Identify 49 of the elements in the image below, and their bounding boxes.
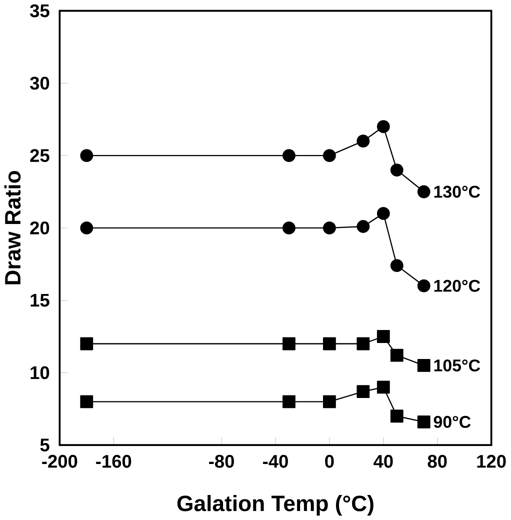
x-axis-title: Galation Temp (°C) bbox=[177, 495, 374, 516]
point bbox=[80, 149, 94, 162]
point bbox=[282, 337, 296, 350]
series-label: 120°C bbox=[434, 280, 480, 292]
y-tick-label: 20 bbox=[30, 221, 50, 234]
point bbox=[417, 185, 430, 198]
point bbox=[356, 134, 370, 148]
point bbox=[390, 164, 404, 176]
point bbox=[80, 337, 94, 350]
point bbox=[377, 207, 390, 220]
point bbox=[282, 149, 296, 162]
x-tick-label: 40 bbox=[374, 454, 393, 468]
series-label: 90°C bbox=[434, 416, 471, 428]
series-label: 130°C bbox=[434, 186, 480, 198]
x-tick-label: -40 bbox=[263, 454, 288, 468]
x-tick-label: -200 bbox=[42, 454, 78, 468]
point bbox=[323, 395, 336, 408]
point bbox=[377, 380, 390, 394]
point bbox=[356, 385, 370, 398]
x-tick-label: 0 bbox=[325, 454, 334, 468]
x-tick-label: 120 bbox=[477, 454, 506, 468]
point bbox=[417, 415, 430, 428]
point bbox=[323, 337, 336, 350]
point bbox=[390, 348, 404, 362]
point bbox=[80, 221, 94, 234]
point bbox=[390, 410, 404, 423]
point bbox=[80, 395, 94, 408]
point bbox=[356, 337, 370, 350]
point bbox=[282, 395, 296, 408]
y-tick-label: 25 bbox=[30, 149, 50, 162]
y-axis-title: Draw Ratio bbox=[4, 170, 21, 284]
point bbox=[417, 359, 430, 372]
y-tick-label: 30 bbox=[30, 76, 50, 90]
point bbox=[377, 330, 390, 343]
point bbox=[323, 149, 336, 162]
point bbox=[356, 220, 370, 233]
point bbox=[282, 221, 296, 234]
x-tick-label: -80 bbox=[209, 454, 234, 468]
x-tick-label: 80 bbox=[428, 454, 447, 468]
y-tick-label: 35 bbox=[30, 4, 50, 18]
y-tick-label: 5 bbox=[40, 438, 50, 452]
point bbox=[417, 279, 430, 292]
series-label: 105°C bbox=[434, 359, 480, 372]
point bbox=[377, 120, 390, 134]
y-tick-label: 15 bbox=[30, 294, 50, 307]
point bbox=[323, 221, 336, 234]
point bbox=[390, 259, 404, 272]
y-tick-label: 10 bbox=[30, 366, 50, 380]
x-tick-label: -160 bbox=[96, 454, 132, 468]
